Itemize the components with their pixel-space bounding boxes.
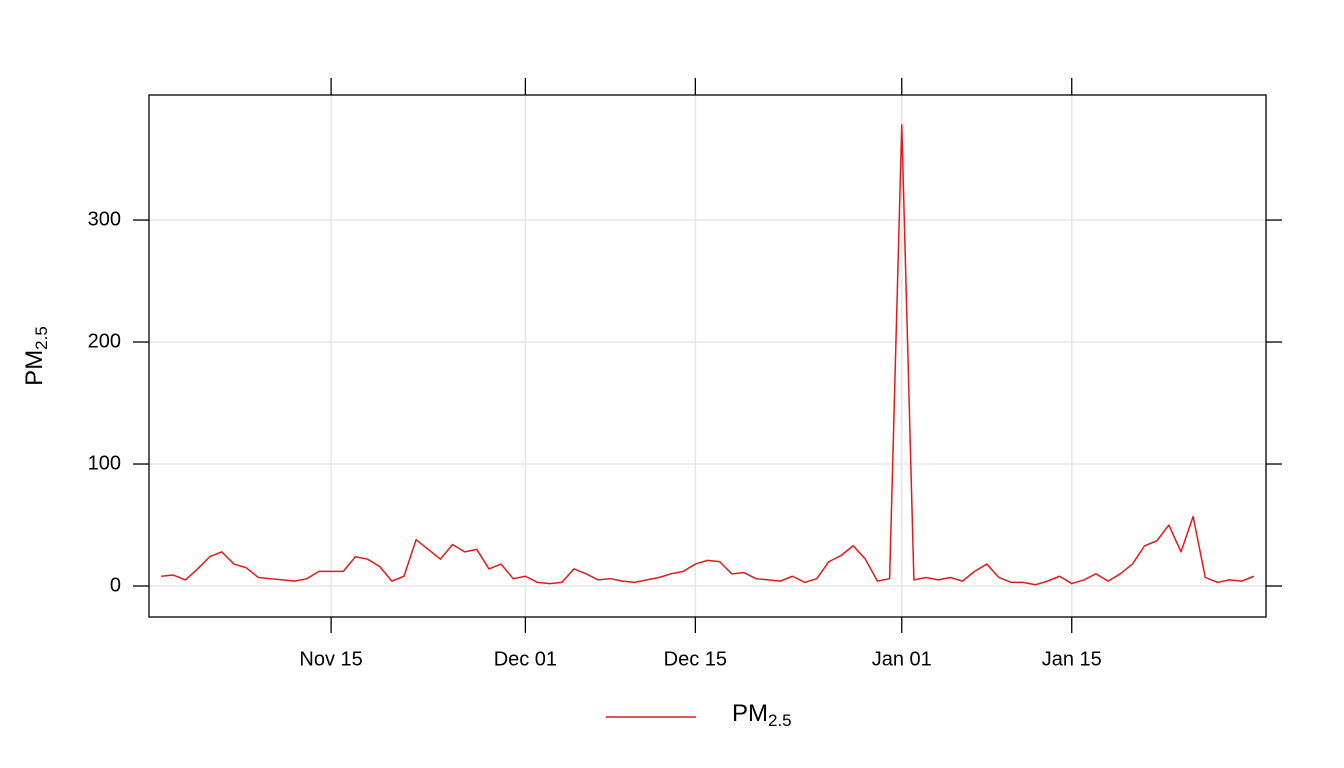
legend: PM2.5	[606, 700, 792, 730]
x-tick-label: Jan 15	[1042, 648, 1102, 670]
y-tick-label: 200	[88, 330, 121, 352]
x-tick-label: Dec 15	[664, 648, 727, 670]
x-tick-label: Dec 01	[494, 648, 557, 670]
y-axis-label: PM2.5	[21, 326, 51, 386]
y-tick-label: 100	[88, 452, 121, 474]
legend-sub: 2.5	[768, 711, 792, 730]
legend-main: PM	[732, 700, 768, 727]
data-line	[161, 124, 1255, 586]
y-label-sub: 2.5	[32, 326, 51, 350]
y-tick-label: 0	[110, 574, 121, 596]
y-tick-label: 300	[88, 208, 121, 230]
legend-label: PM2.5	[732, 700, 792, 730]
x-tick-label: Jan 01	[872, 648, 932, 670]
plot-frame	[148, 94, 1267, 618]
y-label-main: PM	[21, 350, 48, 386]
grid	[149, 95, 1266, 617]
x-tick-label: Nov 15	[299, 648, 362, 670]
